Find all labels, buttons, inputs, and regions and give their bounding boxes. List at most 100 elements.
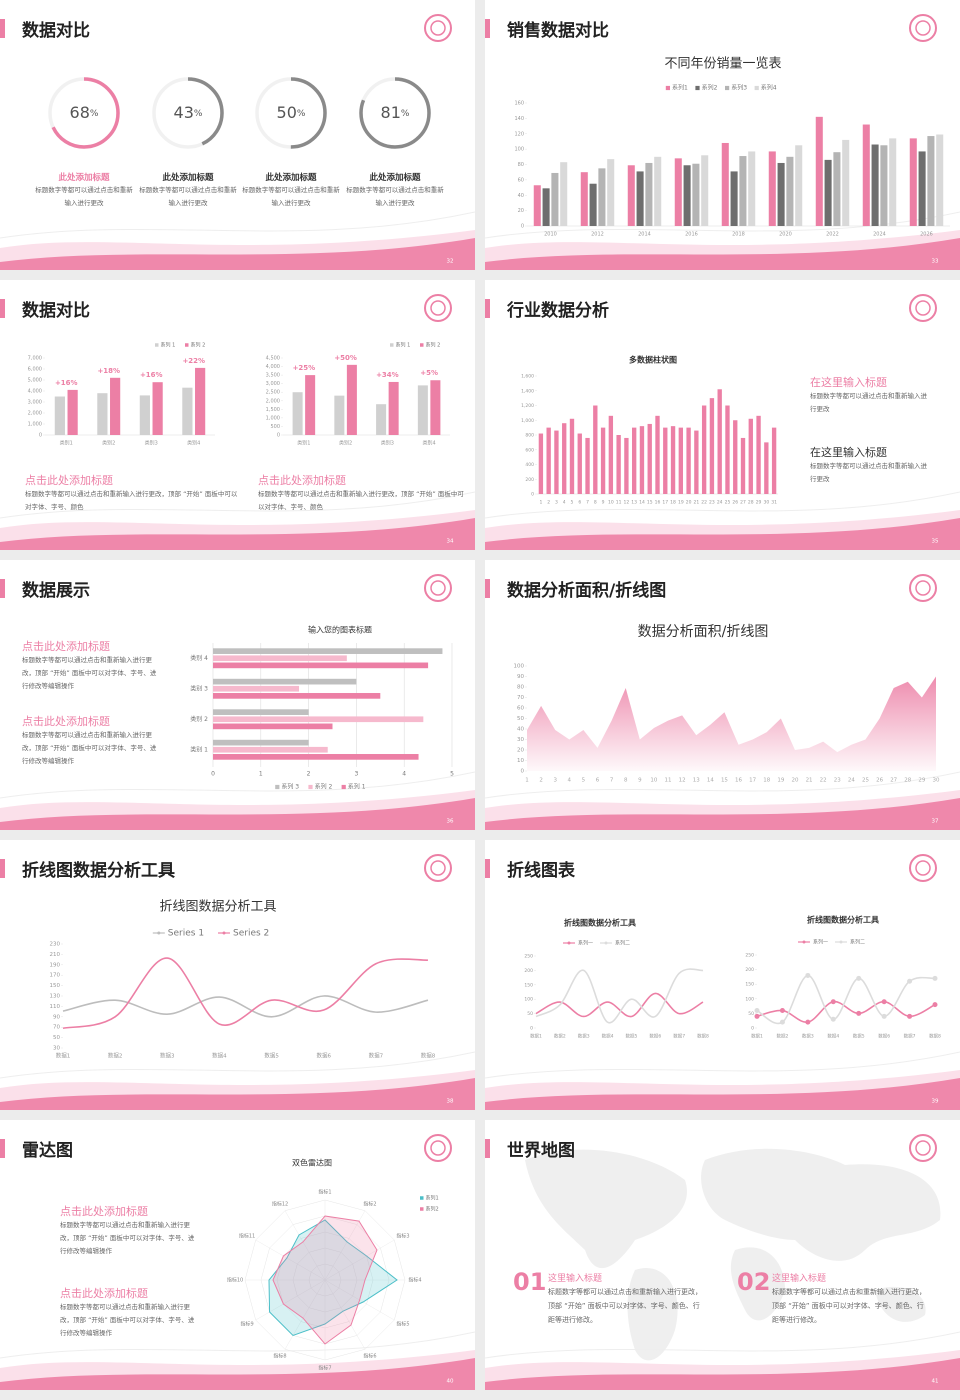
radar-label: 指标10 — [227, 1277, 243, 1284]
legend-swatch — [390, 343, 394, 347]
x-tick-label: 类别3 — [145, 440, 158, 447]
bar — [795, 145, 803, 226]
legend-label: 系列 2 — [315, 783, 333, 791]
x-tick-label: 2022 — [826, 232, 839, 238]
x-tick-label: 数据6 — [316, 1052, 331, 1060]
point — [932, 975, 938, 981]
y-tick-label: 800 — [525, 433, 534, 439]
y-tick-label: 1,500 — [266, 407, 280, 413]
radar-spoke — [255, 1279, 326, 1321]
y-tick-label: 类别 3 — [190, 684, 208, 692]
bar — [740, 437, 746, 494]
swoosh-line — [485, 771, 960, 799]
logo — [424, 854, 452, 882]
block-text: 标题数字等都可以通过点击和重新输入进行更改 — [35, 186, 133, 207]
y-tick-label: 200 — [745, 967, 754, 973]
wave — [485, 798, 960, 830]
donut-label: 43% — [174, 103, 203, 122]
bar — [756, 415, 761, 494]
y-tick-label: 0 — [751, 1026, 754, 1032]
radar-label: 指标1 — [318, 1189, 331, 1196]
legend-label: 系列 1 — [161, 342, 176, 349]
bar — [725, 405, 730, 494]
bar — [639, 426, 645, 494]
legend-label: 系列二 — [850, 939, 865, 946]
y-tick-label: 600 — [525, 447, 534, 453]
radar-label: 指标11 — [239, 1233, 255, 1240]
item-number: 02 — [737, 1268, 771, 1296]
bar-annotation: +18% — [97, 367, 120, 375]
y-tick-label: 140 — [514, 116, 524, 122]
swoosh-line — [0, 211, 475, 239]
accent-bar — [485, 19, 490, 38]
y-tick-label: 0 — [521, 769, 525, 775]
bar — [388, 381, 399, 435]
bar — [182, 387, 193, 435]
point — [805, 972, 811, 978]
legend-swatch — [275, 784, 280, 790]
x-tick-label: 数据2 — [108, 1052, 123, 1060]
bar — [54, 396, 65, 435]
legend-swatch — [665, 85, 670, 91]
x-tick-label: 27 — [740, 500, 746, 506]
slide: 40 双色雷达图 指标1 指标2 指标3 指标4 指标5 指标6 指标7 指标8 指标9 指标10 指标… — [0, 1120, 475, 1390]
y-tick-label: 230 — [50, 942, 61, 948]
bar — [598, 168, 606, 226]
bar — [560, 162, 568, 226]
slide: 32 68% 43% 50% 81% 数据对比 此处添加标题 标题数字等都可以通过点击和重新输… — [0, 0, 475, 270]
area — [527, 676, 936, 771]
swoosh-line — [0, 1331, 475, 1359]
bar — [593, 405, 598, 494]
swoosh-line — [485, 491, 960, 519]
x-tick-label: 30 — [763, 500, 769, 506]
radar-label: 指标7 — [318, 1365, 331, 1372]
bar — [346, 364, 357, 435]
y-tick-label: 30 — [53, 1046, 60, 1052]
bar — [546, 427, 551, 494]
point — [881, 1013, 887, 1019]
x-tick-label: 25 — [725, 500, 731, 506]
y-tick-label: 40 — [517, 727, 524, 733]
y-tick-label: 100 — [514, 664, 525, 670]
x-tick-label: 2026 — [920, 232, 933, 238]
logo — [909, 1134, 937, 1162]
x-tick-label: 4 — [402, 771, 406, 778]
bar — [936, 134, 944, 226]
bar — [608, 415, 614, 494]
slide-title: 世界地图 — [507, 1141, 575, 1161]
x-tick-label: 数据4 — [602, 1033, 614, 1040]
slide-title: 折线图数据分析工具 — [22, 861, 175, 881]
page-number: 35 — [932, 539, 939, 545]
y-tick-label: 250 — [524, 954, 533, 960]
block-text: 标题数字等都可以通过点击和重新输入进行更改，顶部 “开始” 面板中可以对字体、字… — [60, 1221, 195, 1255]
radar-spoke — [324, 1239, 395, 1281]
block-heading: 点击此处添加标题 — [25, 474, 113, 487]
x-tick-label: 26 — [732, 500, 738, 506]
chart-title: 双色雷达图 — [292, 1158, 332, 1168]
legend-label: 系列 1 — [348, 783, 366, 791]
chart-title: 多数据柱状图 — [629, 355, 677, 365]
x-tick-label: 27 — [890, 778, 897, 784]
x-tick-label: 数据5 — [625, 1033, 637, 1040]
bar — [655, 415, 660, 494]
swoosh-line — [0, 771, 475, 799]
x-tick-label: 类别2 — [339, 440, 352, 447]
page-number: 40 — [447, 1379, 454, 1385]
swoosh-line — [485, 1331, 960, 1359]
y-tick-label: 1,000 — [521, 418, 534, 424]
slide: 39 折线图数据分析工具 0 50 100 150 200 250 数据1 数据2 数据3 数据4 数据… — [485, 840, 960, 1110]
block-text: 标题数字等都可以通过点击和重新输入进行更改，顶部 “开始” 面板中可以对字体、字… — [25, 490, 238, 511]
x-tick-label: 29 — [756, 500, 762, 506]
slide-title: 销售数据对比 — [507, 21, 609, 41]
x-tick-label: 0 — [211, 771, 215, 778]
x-tick-label: 31 — [771, 500, 777, 506]
item-heading: 这里输入标题 — [772, 1274, 827, 1284]
page-number: 39 — [932, 1099, 939, 1105]
y-tick-label: 4,500 — [266, 356, 280, 362]
bar — [709, 398, 715, 494]
point — [856, 975, 862, 981]
bar — [636, 171, 644, 226]
slide-title: 数据分析面积/折线图 — [507, 581, 667, 601]
x-tick-label: 类别3 — [381, 440, 394, 447]
donut-arc — [152, 77, 224, 149]
